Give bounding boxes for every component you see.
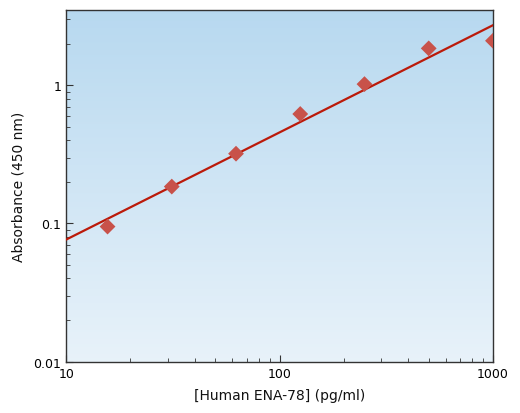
- X-axis label: [Human ENA-78] (pg/ml): [Human ENA-78] (pg/ml): [194, 388, 365, 402]
- Point: [489, 38, 497, 45]
- Point: [360, 82, 369, 88]
- Point: [167, 184, 176, 190]
- Point: [424, 46, 433, 52]
- Point: [232, 151, 240, 158]
- Point: [103, 224, 112, 230]
- Y-axis label: Absorbance (450 nm): Absorbance (450 nm): [11, 112, 25, 261]
- Point: [296, 112, 304, 118]
